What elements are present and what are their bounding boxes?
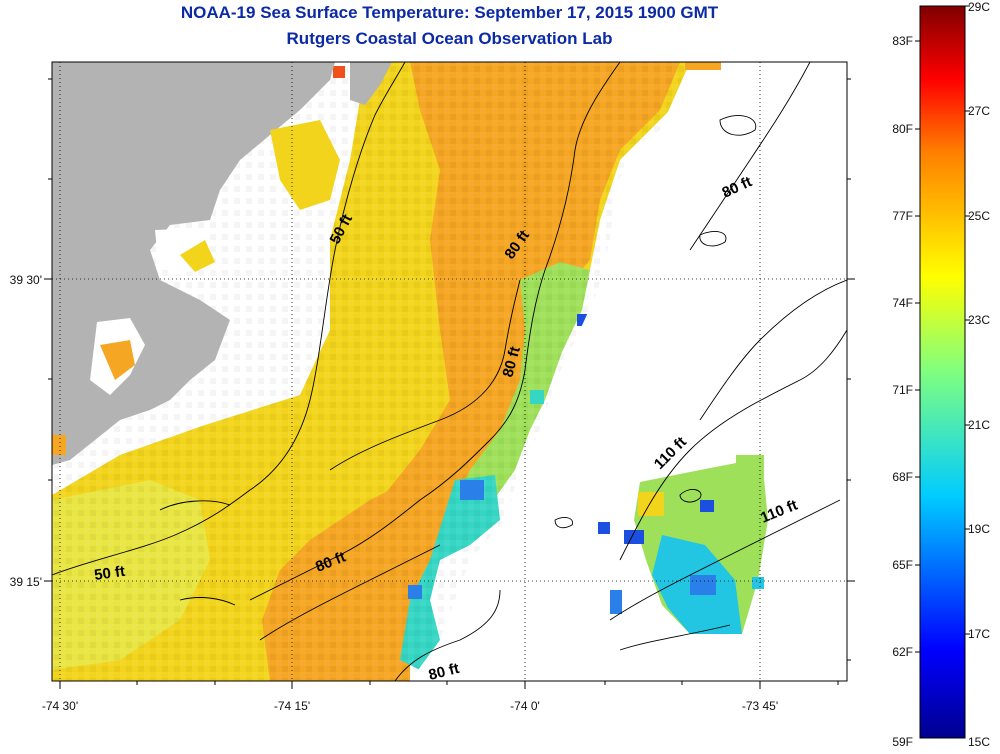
colorbar-f-label: 74F: [892, 296, 913, 310]
warm-pixel: [685, 62, 721, 70]
colorbar-f-label: 80F: [892, 122, 913, 136]
cold-pixel: [690, 575, 716, 595]
x-tick-label: -74 30': [42, 699, 78, 713]
depth-label-80ft: 80 ft: [427, 660, 461, 684]
depth-contours: [52, 62, 847, 681]
warm-pixel: [52, 435, 66, 455]
cool-pixel: [736, 455, 764, 477]
colorbar-f-label: 62F: [892, 645, 913, 659]
map-border: [51, 61, 848, 682]
colorbar-c-label: 17C: [968, 627, 990, 641]
cold-pixel: [530, 390, 544, 404]
colorbar-f-label: 83F: [892, 34, 913, 48]
cold-pixel: [408, 585, 422, 599]
land-barrier-island: [350, 62, 392, 105]
depth-label-50ft: 50 ft: [93, 563, 126, 584]
map-title: NOAA-19 Sea Surface Temperature: Septemb…: [180, 3, 719, 22]
tick-marks: [44, 78, 855, 689]
colorbar-c-label: 29C: [968, 0, 990, 14]
cool-pixel: [752, 577, 764, 589]
warm-pixel: [333, 66, 345, 78]
colorbar-c-label: 27C: [968, 104, 990, 118]
colorbar: [919, 5, 966, 739]
colorbar-c-label: 19C: [968, 522, 990, 536]
graticule: [52, 62, 847, 681]
map-subtitle: Rutgers Coastal Ocean Observation Lab: [286, 29, 613, 48]
colorbar-f-label: 77F: [892, 209, 913, 223]
colorbar-f-label: 68F: [892, 470, 913, 484]
colorbar-c-label: 23C: [968, 313, 990, 327]
x-tick-label: -74 0': [510, 699, 540, 713]
x-tick-label: -74 15': [274, 699, 310, 713]
cold-pixel: [700, 500, 714, 512]
colorbar-c-label: 15C: [968, 735, 990, 749]
y-tick-label: 39 15': [10, 575, 42, 589]
x-tick-label: -73 45': [742, 699, 778, 713]
cold-pixel: [624, 530, 644, 544]
colorbar-ticks: [915, 5, 970, 653]
bay-warm: [180, 240, 215, 272]
colorbar-f-label: 65F: [892, 558, 913, 572]
bay-warm: [270, 120, 340, 210]
cold-pixel: [610, 590, 622, 614]
colorbar-c-label: 21C: [968, 418, 990, 432]
colorbar-f-label: 71F: [892, 383, 913, 397]
colorbar-f-label: 59F: [892, 735, 913, 749]
cold-pixel: [598, 522, 610, 534]
warm-pixel: [638, 492, 664, 516]
colorbar-c-label: 25C: [968, 209, 990, 223]
cold-pixel: [460, 480, 484, 500]
y-tick-label: 39 30': [10, 273, 42, 287]
bay-warm: [100, 340, 135, 380]
